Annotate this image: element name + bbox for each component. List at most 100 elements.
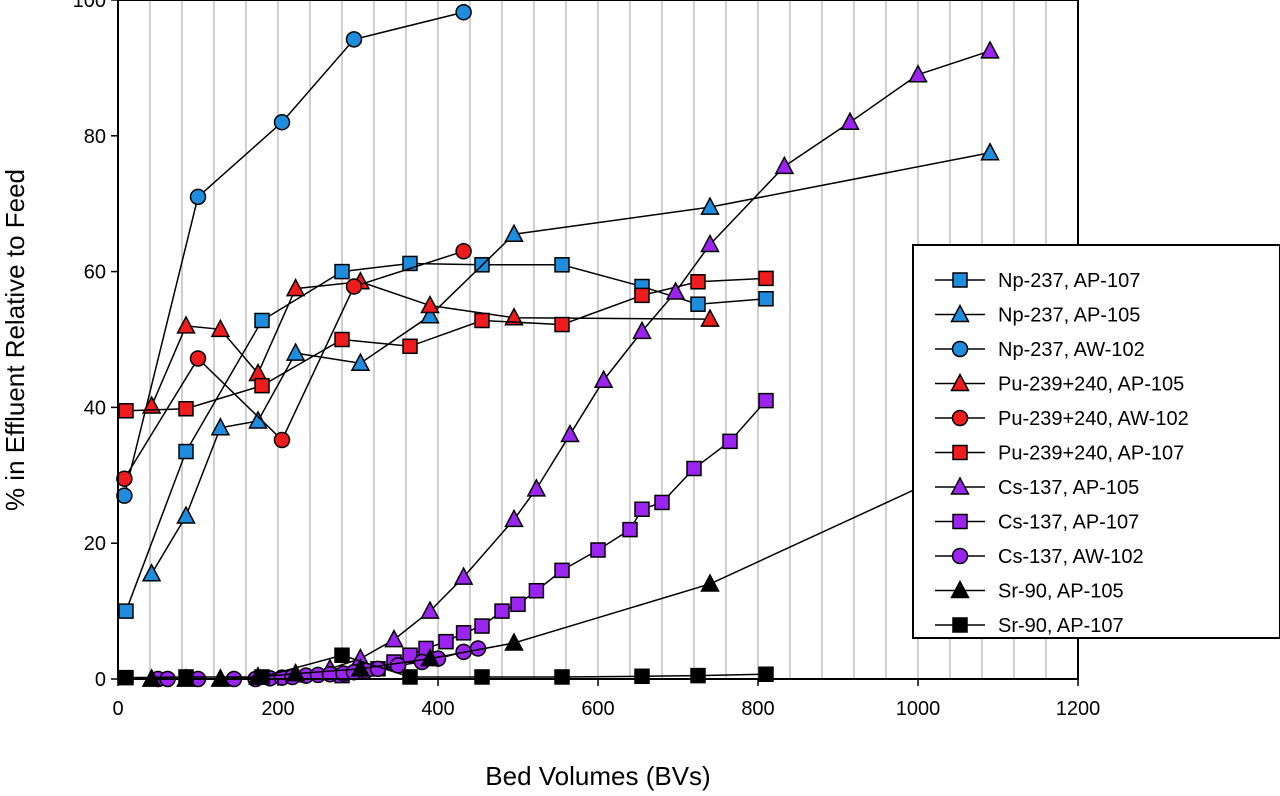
legend-marker bbox=[952, 513, 968, 530]
data-point bbox=[700, 196, 720, 215]
y-tick-label: 100 bbox=[73, 0, 106, 12]
data-point bbox=[700, 233, 720, 253]
data-point bbox=[118, 603, 134, 619]
data-point bbox=[665, 281, 686, 300]
data-point bbox=[654, 494, 670, 511]
data-point bbox=[254, 669, 270, 685]
axis-ticks: 0 200 400 600 800 1000 1200 0 20 40 60 80 100 bbox=[73, 0, 1101, 720]
data-point bbox=[593, 369, 614, 388]
data-point bbox=[494, 603, 510, 619]
series-line bbox=[125, 277, 767, 412]
data-point bbox=[189, 188, 207, 206]
data-point bbox=[453, 566, 474, 585]
y-tick-label: 40 bbox=[84, 397, 106, 419]
data-point bbox=[634, 287, 650, 304]
data-point bbox=[504, 307, 524, 326]
y-axis-title: % in Effluent Relative to Feed bbox=[0, 169, 30, 511]
data-point bbox=[210, 417, 231, 436]
legend-marker bbox=[950, 372, 970, 392]
data-point bbox=[116, 487, 133, 504]
legend-marker bbox=[950, 579, 970, 599]
data-point bbox=[384, 629, 404, 648]
data-point bbox=[686, 460, 702, 477]
series-10 bbox=[118, 647, 774, 686]
data-point bbox=[554, 669, 570, 685]
data-point bbox=[758, 392, 774, 409]
data-point bbox=[455, 242, 472, 260]
data-point bbox=[554, 562, 570, 579]
legend-item: Np-237, AP-105 bbox=[935, 303, 1140, 327]
series-4 bbox=[116, 242, 472, 487]
legend-label: Cs-137, AW-102 bbox=[998, 546, 1144, 568]
data-point bbox=[474, 312, 490, 329]
legend-item: Pu-239+240, AW-102 bbox=[935, 408, 1189, 430]
x-tick-label: 1200 bbox=[1056, 698, 1101, 720]
legend-item: Cs-137, AP-105 bbox=[935, 476, 1139, 499]
data-point bbox=[504, 632, 524, 651]
data-point bbox=[189, 350, 207, 367]
data-point bbox=[285, 662, 306, 682]
data-point bbox=[840, 111, 860, 130]
legend-label: Cs-137, AP-105 bbox=[998, 477, 1139, 499]
legend-label: Cs-137, AP-107 bbox=[998, 512, 1139, 534]
data-point bbox=[285, 277, 306, 297]
data-point bbox=[334, 263, 350, 280]
y-tick-label: 60 bbox=[84, 262, 106, 284]
data-point bbox=[504, 508, 524, 528]
legend-label: Np-237, AW-102 bbox=[998, 339, 1145, 361]
data-point bbox=[474, 618, 490, 634]
legend-item: Cs-137, AW-102 bbox=[935, 546, 1144, 568]
legend-marker bbox=[951, 547, 969, 565]
series-1 bbox=[141, 142, 1000, 582]
x-tick-label: 200 bbox=[261, 698, 294, 720]
data-point bbox=[178, 443, 194, 460]
data-point bbox=[758, 666, 774, 682]
legend: Np-237, AP-107 Np-237, AP-105 Np-237, AW-1… bbox=[912, 244, 1280, 639]
data-point bbox=[590, 542, 606, 558]
data-point bbox=[634, 501, 650, 517]
data-point bbox=[273, 113, 291, 131]
data-point bbox=[632, 320, 652, 340]
data-point bbox=[455, 625, 472, 641]
data-point bbox=[554, 316, 570, 333]
data-point bbox=[350, 352, 371, 372]
legend-item: Sr-90, AP-105 bbox=[935, 579, 1124, 603]
x-tick-label: 600 bbox=[581, 698, 614, 720]
data-point bbox=[273, 431, 291, 449]
legend-item: Np-237, AW-102 bbox=[935, 339, 1145, 361]
legend-marker bbox=[952, 444, 968, 461]
data-point bbox=[700, 308, 720, 327]
data-point bbox=[722, 433, 738, 450]
data-point bbox=[178, 401, 194, 417]
data-point bbox=[118, 669, 134, 686]
data-point bbox=[560, 423, 580, 443]
data-point bbox=[420, 600, 440, 619]
y-tick-label: 80 bbox=[84, 126, 106, 148]
series-line bbox=[125, 654, 767, 679]
data-point bbox=[254, 312, 270, 329]
data-point bbox=[758, 291, 774, 307]
legend-label: Pu-239+240, AP-107 bbox=[998, 443, 1184, 465]
data-point bbox=[510, 596, 526, 613]
data-point bbox=[634, 668, 650, 685]
data-point bbox=[334, 647, 350, 663]
y-tick-label: 0 bbox=[95, 669, 106, 691]
y-tick-label: 20 bbox=[84, 533, 106, 555]
data-point bbox=[554, 257, 570, 273]
legend-box bbox=[912, 244, 1280, 639]
data-point bbox=[141, 563, 162, 582]
data-point bbox=[285, 342, 306, 361]
data-point bbox=[690, 296, 706, 312]
legend-marker bbox=[950, 476, 970, 495]
data-point bbox=[690, 667, 706, 684]
data-point bbox=[176, 315, 196, 334]
data-point bbox=[774, 155, 795, 175]
data-point bbox=[438, 633, 454, 650]
data-point bbox=[690, 274, 706, 290]
data-point bbox=[402, 669, 418, 685]
data-point bbox=[908, 64, 928, 83]
legend-marker bbox=[950, 303, 970, 323]
data-point bbox=[254, 377, 270, 394]
legend-item: Np-237, AP-107 bbox=[935, 270, 1140, 292]
